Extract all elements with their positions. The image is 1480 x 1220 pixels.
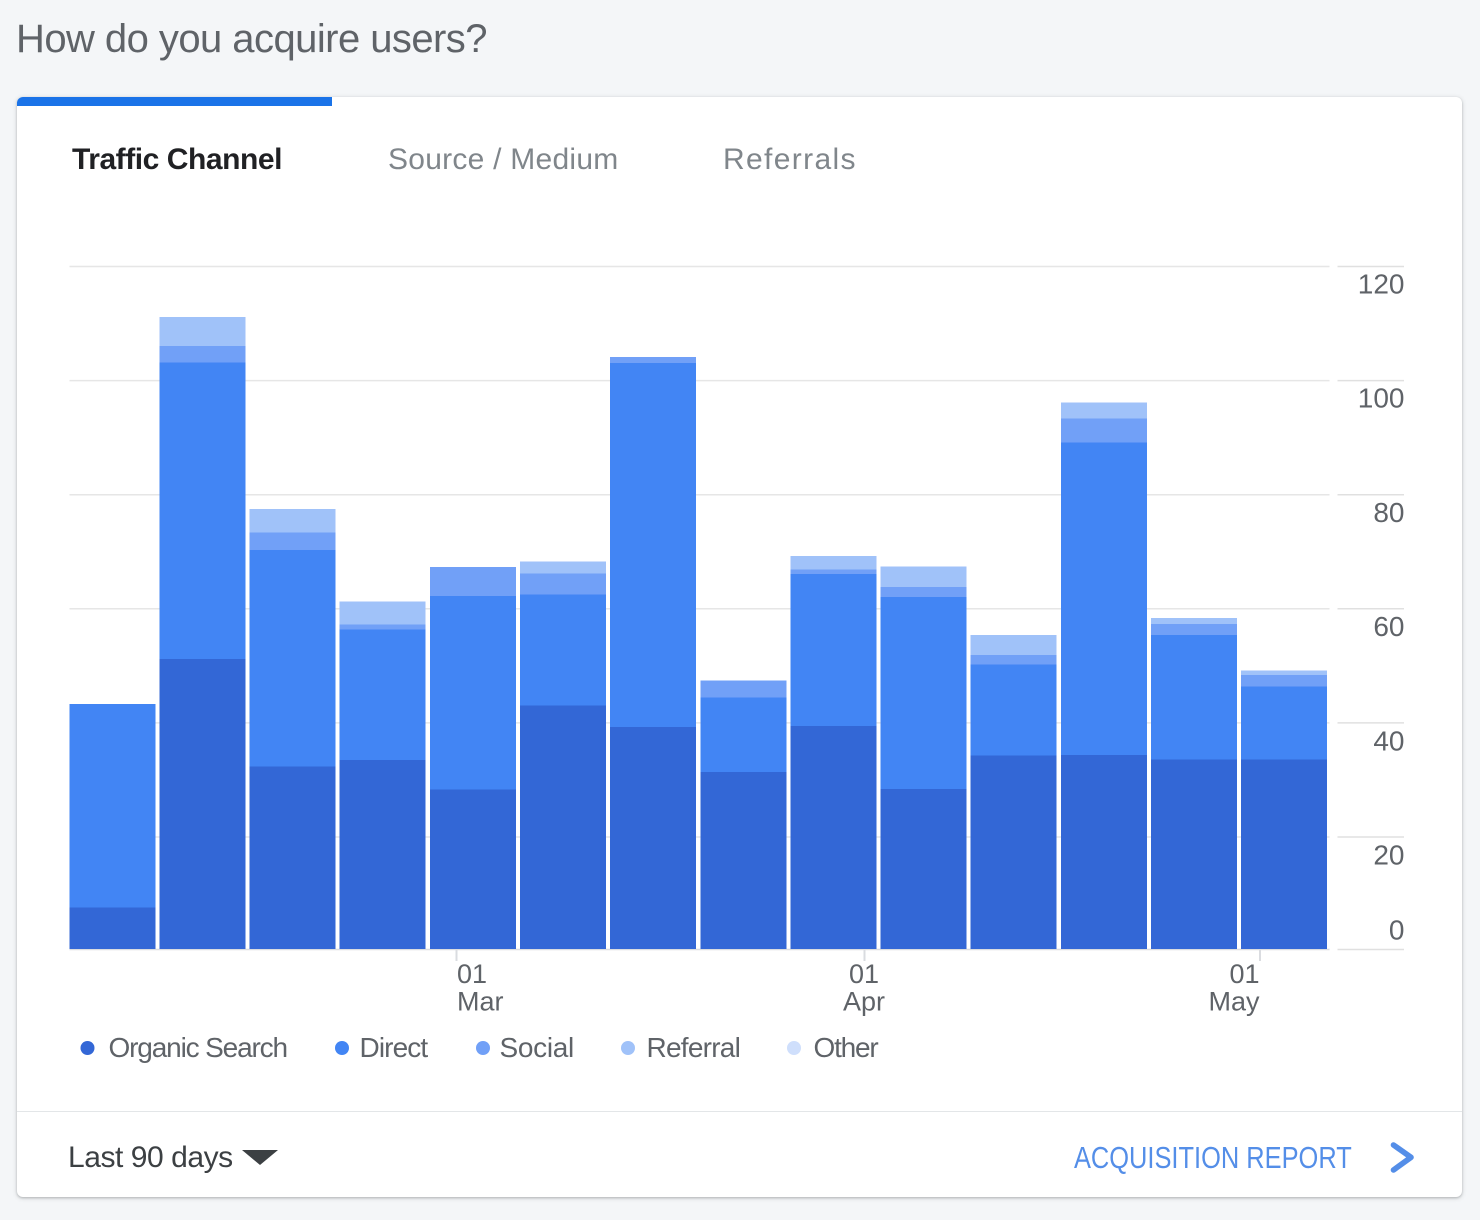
svg-text:100: 100 [1358,383,1405,414]
svg-text:20: 20 [1373,839,1404,870]
svg-text:Apr: Apr [843,987,885,1017]
svg-text:01: 01 [457,959,487,989]
svg-text:40: 40 [1373,725,1404,756]
svg-text:May: May [1208,987,1260,1017]
svg-text:Other: Other [814,1032,879,1063]
svg-text:60: 60 [1373,611,1404,642]
svg-text:120: 120 [1358,269,1405,300]
svg-text:80: 80 [1373,497,1404,528]
svg-text:Social: Social [500,1032,574,1063]
svg-text:Mar: Mar [457,987,504,1017]
svg-text:0: 0 [1389,915,1405,946]
svg-text:Referral: Referral [647,1032,741,1063]
svg-text:Organic Search: Organic Search [109,1032,287,1063]
svg-text:Direct: Direct [360,1032,429,1063]
svg-text:01: 01 [849,959,879,989]
svg-text:01: 01 [1229,959,1259,989]
